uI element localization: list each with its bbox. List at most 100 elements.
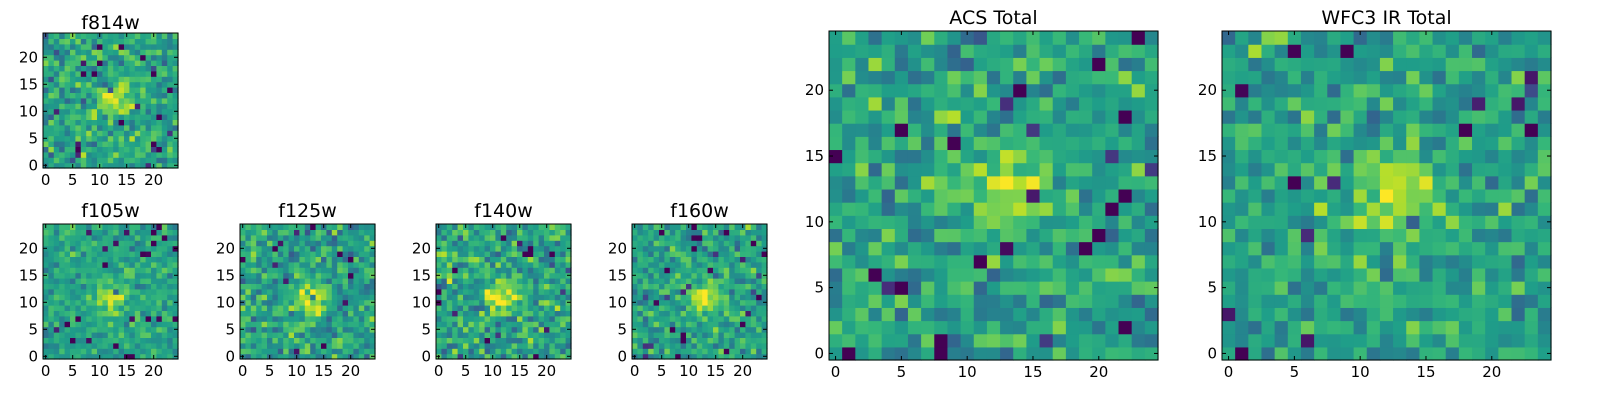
heatmap-cell <box>1379 70 1394 85</box>
heatmap-cell <box>86 114 93 120</box>
heatmap-cell <box>140 321 147 328</box>
heatmap-cell <box>288 224 295 230</box>
heatmap-cell <box>468 251 475 257</box>
heatmap-cell <box>707 288 714 295</box>
heatmap-cell <box>161 299 168 306</box>
heatmap-cell <box>1026 202 1041 216</box>
heatmap-cell <box>740 283 746 290</box>
heatmap-cell <box>1524 228 1539 243</box>
heatmap-cell <box>734 251 741 257</box>
heatmap-cell <box>702 299 709 306</box>
heatmap-cell <box>484 272 491 279</box>
heatmap-cell <box>75 60 82 66</box>
heatmap-cell <box>500 267 507 274</box>
heatmap-cell <box>151 65 157 72</box>
heatmap-cell <box>1300 44 1315 58</box>
heatmap-cell <box>1235 83 1249 98</box>
heatmap-cell <box>696 299 703 306</box>
heatmap-cell <box>1366 346 1381 361</box>
heatmap-cell <box>1511 294 1526 308</box>
heatmap-cell <box>632 332 638 338</box>
heatmap-cell <box>1366 202 1381 216</box>
heatmap-cell <box>113 103 120 110</box>
heatmap-cell <box>947 83 962 98</box>
heatmap-cell <box>1472 228 1486 243</box>
heatmap-cell <box>565 278 572 284</box>
heatmap-cell <box>506 299 513 306</box>
heatmap-cell <box>1118 149 1133 164</box>
heatmap-cell <box>648 321 655 328</box>
heatmap-cell <box>172 60 179 66</box>
heatmap-cell <box>1026 149 1041 164</box>
heatmap-cell <box>1261 307 1276 322</box>
heatmap-cell <box>53 251 60 257</box>
heatmap-cell <box>756 294 763 301</box>
heatmap-cell <box>441 315 448 322</box>
heatmap-cell <box>97 146 103 153</box>
heatmap-cell <box>756 229 763 236</box>
heatmap-cell <box>156 49 163 56</box>
heatmap-cell <box>653 261 660 268</box>
heatmap-cell <box>145 38 152 45</box>
heatmap-cell <box>446 326 453 333</box>
heatmap-cell <box>113 119 120 126</box>
heatmap-cell <box>1537 241 1552 256</box>
heatmap-cell <box>637 229 644 236</box>
heatmap-cell <box>1000 109 1014 124</box>
heatmap-cell <box>1000 83 1014 98</box>
heatmap-cell <box>653 342 660 349</box>
heatmap-cell <box>729 267 736 274</box>
heatmap-cell <box>369 305 376 311</box>
heatmap-cell <box>829 175 843 190</box>
heatmap-cell <box>283 229 290 236</box>
heatmap-cell <box>240 315 246 322</box>
heatmap-cell <box>1498 136 1513 151</box>
heatmap-cell <box>167 81 174 88</box>
heatmap-cell <box>304 305 311 311</box>
heatmap-cell <box>527 240 534 247</box>
heatmap-cell <box>642 332 649 338</box>
heatmap-cell <box>102 43 109 50</box>
heatmap-cell <box>172 348 179 355</box>
heatmap-cell <box>145 87 152 93</box>
heatmap-cell <box>894 294 909 308</box>
heatmap-cell <box>637 294 644 301</box>
heatmap-cell <box>1353 241 1368 256</box>
heatmap-cell <box>750 229 757 236</box>
heatmap-cell <box>554 256 561 263</box>
heatmap-cell <box>161 162 168 169</box>
heatmap-cell <box>1052 202 1067 216</box>
heatmap-cell <box>986 162 1001 177</box>
heatmap-cell <box>675 229 682 236</box>
heatmap-cell <box>446 267 453 274</box>
heatmap-cell <box>1379 241 1394 256</box>
heatmap-cell <box>107 337 114 344</box>
heatmap-cell <box>1039 70 1054 85</box>
heatmap-cell <box>245 353 252 360</box>
heatmap-cell <box>734 234 741 241</box>
heatmap-cell <box>527 294 534 301</box>
heatmap-cell <box>1052 96 1067 111</box>
heatmap-cell <box>1261 96 1276 111</box>
heatmap-cell <box>921 281 935 295</box>
heatmap-cell <box>463 267 469 274</box>
heatmap-cell <box>1406 109 1420 124</box>
heatmap-cell <box>315 229 322 236</box>
heatmap-cell <box>80 299 87 306</box>
heatmap-cell <box>80 135 87 142</box>
heatmap-cell <box>947 175 962 190</box>
heatmap-cell <box>48 256 55 263</box>
heatmap-cell <box>669 245 676 252</box>
heatmap-cell <box>43 234 49 241</box>
heatmap-cell <box>527 283 534 290</box>
heatmap-cell <box>1274 96 1289 111</box>
heatmap-cell <box>740 251 746 257</box>
heatmap-cell <box>436 251 442 257</box>
heatmap-cell <box>277 283 284 290</box>
heatmap-cell <box>522 283 529 290</box>
heatmap-cell <box>140 146 147 153</box>
heatmap-cell <box>80 251 87 257</box>
heatmap-cell <box>653 278 660 284</box>
heatmap-cell <box>659 342 665 349</box>
